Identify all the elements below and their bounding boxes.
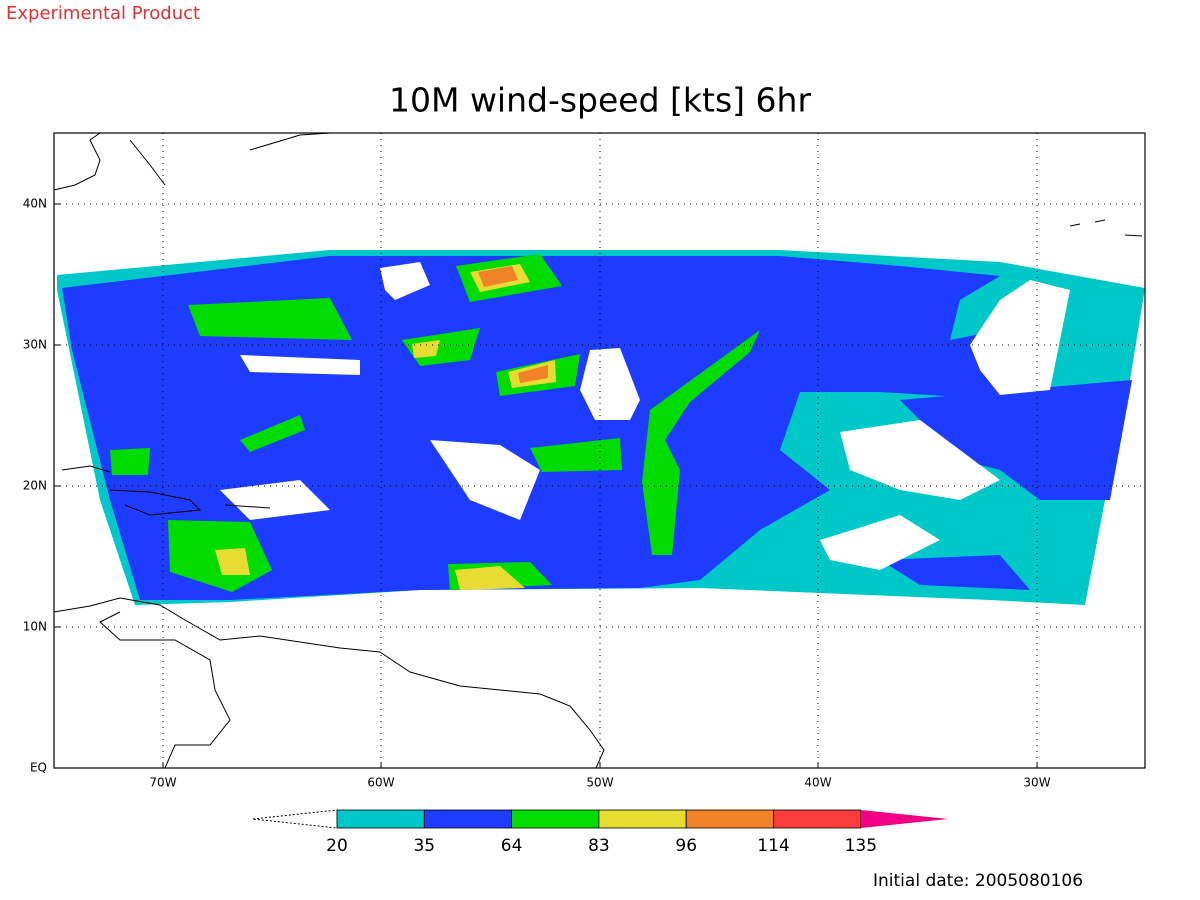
field-white [240,355,360,375]
colorbar-swatch [685,809,774,829]
colorbar-swatch [598,809,687,829]
field-green [110,448,150,475]
colorbar: 20 35 64 83 96 114 135 [252,809,949,856]
lat-label: 30N [23,338,47,352]
lat-label: 40N [23,197,47,211]
colorbar-label: 64 [501,836,523,856]
field-yellow [455,566,525,590]
coastline [1069,219,1143,237]
field-green [240,415,305,452]
colorbar-low-arrow [252,809,338,829]
wind-field [57,250,1145,605]
colorbar-label: 114 [757,836,789,856]
lon-label: 50W [586,776,613,790]
map-title: 10M wind-speed [kts] 6hr [389,81,811,120]
field-yellow [215,548,250,575]
field-green [188,298,352,340]
field-white [820,515,940,570]
coastlines [53,132,1143,769]
lat-label: EQ [30,761,47,775]
lon-label: 30W [1023,776,1050,790]
coastline [61,465,271,516]
field-orange [478,266,518,287]
colorbar-label: 20 [326,836,348,856]
coastline [53,597,605,769]
colorbar-swatch [773,809,862,829]
field-white [580,348,640,420]
initial-date: Initial date: 2005080106 [873,871,1083,891]
field-blue [880,555,1030,590]
colorbar-label: 135 [845,836,877,856]
field-white [430,440,540,520]
field-green [642,330,760,555]
field-green [530,438,622,472]
colorbar-swatch [336,809,425,829]
field-orange [518,365,548,383]
field-white [840,420,1000,500]
colorbar-swatch [423,809,512,829]
colorbar-label: 96 [675,836,697,856]
graticule: 40N 30N 20N 10N EQ 70W 60W 50W 40W 30W [23,133,1145,790]
field-blue [62,256,1010,600]
lon-label: 70W [149,776,176,790]
lat-label: 20N [23,479,47,493]
lat-label: 10N [23,620,47,634]
lon-label: 60W [367,776,394,790]
field-white [380,262,430,300]
field-white [220,480,330,520]
coastline [99,611,231,769]
field-white [970,280,1070,395]
colorbar-label: 35 [413,836,435,856]
coastline [53,132,331,191]
colorbar-label: 83 [588,836,610,856]
colorbar-high-arrow [860,810,949,828]
colorbar-swatch [511,809,600,829]
field-blue [900,380,1132,500]
product-label: Experimental Product [6,3,200,24]
lon-label: 40W [804,776,831,790]
